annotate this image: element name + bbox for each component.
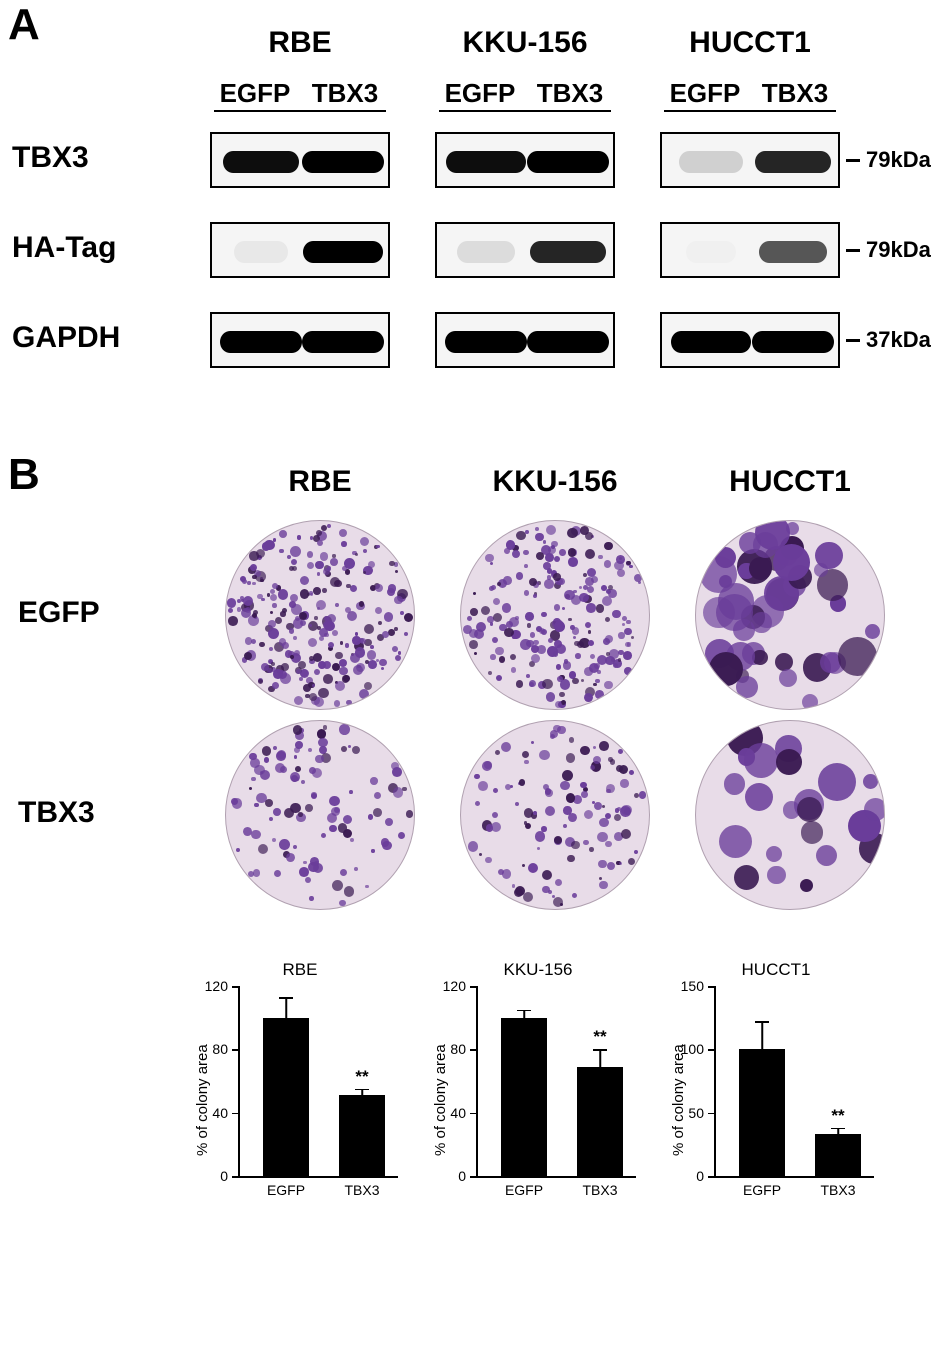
blot-HA-Tag-RBE <box>210 222 390 278</box>
bar-EGFP <box>263 1018 309 1176</box>
plate-RBE-EGFP <box>225 520 415 710</box>
plate-KKU-156-TBX3 <box>460 720 650 910</box>
plate-RBE-TBX3 <box>225 720 415 910</box>
bar-TBX3 <box>815 1134 861 1176</box>
bar-EGFP <box>501 1018 547 1176</box>
panelA-row-GAPDH: GAPDH <box>12 321 120 355</box>
xlabel-EGFP: EGFP <box>253 1182 319 1198</box>
bar-TBX3 <box>577 1067 623 1176</box>
bar-EGFP <box>739 1049 785 1176</box>
blot-GAPDH-RBE <box>210 312 390 368</box>
blot-GAPDH-KKU-156 <box>435 312 615 368</box>
chart-KKU-156: KKU-15604080120% of colony areaEGFPTBX3*… <box>428 960 648 1220</box>
panelA-header-RBE: RBE <box>200 26 400 60</box>
chart-title: HUCCT1 <box>666 960 886 980</box>
xlabel-TBX3: TBX3 <box>567 1182 633 1198</box>
blot-HA-Tag-HUCCT1 <box>660 222 840 278</box>
panelA-lane-RBE-EGFP: EGFP <box>204 78 306 109</box>
panelA-row-HA-Tag: HA-Tag <box>12 231 116 265</box>
panelB-header-KKU-156: KKU-156 <box>440 465 670 499</box>
panel-a-label: A <box>8 0 40 50</box>
panelB-header-RBE: RBE <box>205 465 435 499</box>
significance: ** <box>334 1067 390 1087</box>
ytick-label: 150 <box>666 978 704 994</box>
panelA-header-HUCCT1: HUCCT1 <box>650 26 850 60</box>
chart-RBE: RBE04080120% of colony areaEGFPTBX3** <box>190 960 410 1220</box>
ytick-label: 120 <box>428 978 466 994</box>
panelA-lane-HUCCT1-TBX3: TBX3 <box>744 78 846 109</box>
ytick-label: 0 <box>428 1168 466 1184</box>
blot-GAPDH-HUCCT1 <box>660 312 840 368</box>
ylabel: % of colony area <box>194 1044 211 1156</box>
xlabel-TBX3: TBX3 <box>329 1182 395 1198</box>
panelA-lane-KKU-156-EGFP: EGFP <box>429 78 531 109</box>
chart-title: RBE <box>190 960 410 980</box>
bar-TBX3 <box>339 1095 385 1176</box>
plate-HUCCT1-TBX3 <box>695 720 885 910</box>
panelA-lane-KKU-156-TBX3: TBX3 <box>519 78 621 109</box>
panelA-row-TBX3: TBX3 <box>12 141 89 175</box>
panel-b-label: B <box>8 450 40 500</box>
ytick-label: 0 <box>666 1168 704 1184</box>
xlabel-EGFP: EGFP <box>729 1182 795 1198</box>
xlabel-TBX3: TBX3 <box>805 1182 871 1198</box>
blot-HA-Tag-KKU-156 <box>435 222 615 278</box>
panelB-row-TBX3: TBX3 <box>18 796 95 830</box>
size-HA-Tag: 79kDa <box>866 237 931 263</box>
panelA-lane-RBE-TBX3: TBX3 <box>294 78 396 109</box>
ytick-label: 0 <box>190 1168 228 1184</box>
panelB-row-EGFP: EGFP <box>18 596 100 630</box>
blot-TBX3-KKU-156 <box>435 132 615 188</box>
ylabel: % of colony area <box>670 1044 687 1156</box>
significance: ** <box>810 1106 866 1126</box>
panelB-header-HUCCT1: HUCCT1 <box>675 465 905 499</box>
panelA-lane-HUCCT1-EGFP: EGFP <box>654 78 756 109</box>
xlabel-EGFP: EGFP <box>491 1182 557 1198</box>
chart-title: KKU-156 <box>428 960 648 980</box>
plate-HUCCT1-EGFP <box>695 520 885 710</box>
significance: ** <box>572 1027 628 1047</box>
plate-KKU-156-EGFP <box>460 520 650 710</box>
ytick-label: 120 <box>190 978 228 994</box>
ylabel: % of colony area <box>432 1044 449 1156</box>
chart-HUCCT1: HUCCT1050100150% of colony areaEGFPTBX3*… <box>666 960 886 1220</box>
panelA-header-KKU-156: KKU-156 <box>425 26 625 60</box>
blot-TBX3-HUCCT1 <box>660 132 840 188</box>
size-TBX3: 79kDa <box>866 147 931 173</box>
size-GAPDH: 37kDa <box>866 327 931 353</box>
blot-TBX3-RBE <box>210 132 390 188</box>
